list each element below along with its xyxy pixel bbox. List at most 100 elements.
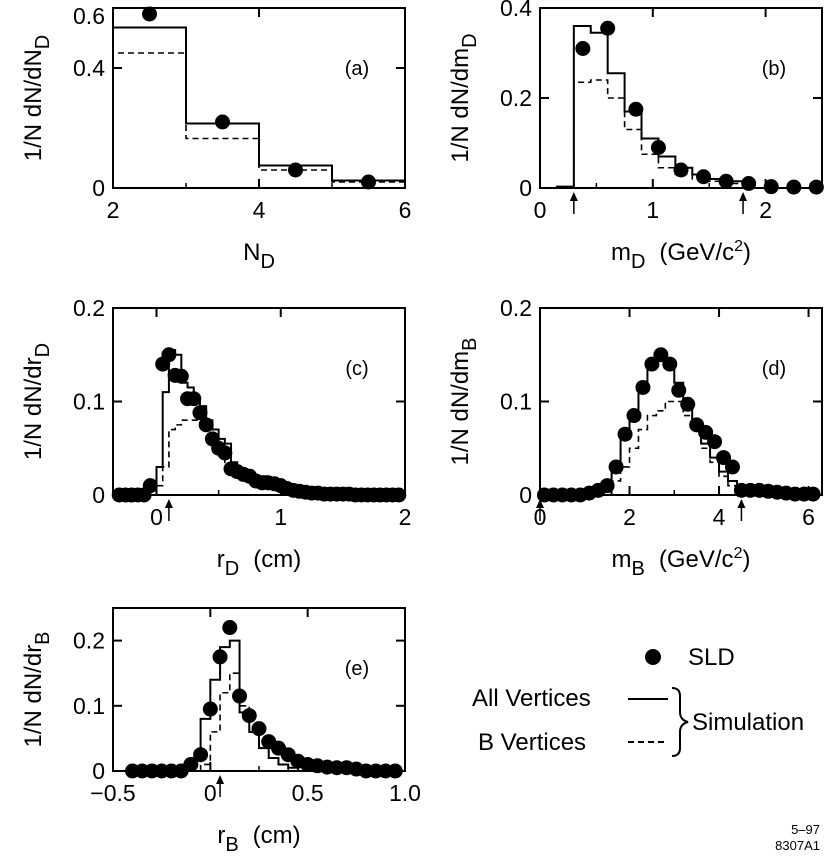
sld-point (626, 408, 642, 424)
y-tick-label: 0.1 (500, 389, 532, 415)
x-axis-label-main: m (612, 546, 632, 573)
plot-frame (539, 7, 823, 189)
legend-brace (671, 687, 689, 757)
x-axis-label-unit-end: ) (742, 546, 750, 573)
y-axis-label-main: 1/N dN/dm (447, 48, 474, 163)
sld-point (186, 391, 202, 407)
legend-b-label: B Vertices (478, 729, 586, 756)
y-axis-label: 1/N dN/dND (20, 35, 54, 162)
footnote-code: 8307A1 (775, 838, 820, 853)
y-axis-label-sub: D (459, 33, 481, 47)
x-axis-label: rB (cm) (217, 822, 300, 856)
x-axis-label-unit: (cm) (253, 546, 301, 573)
sld-point (192, 405, 208, 421)
y-tick-label: 0.2 (500, 85, 532, 111)
x-tick-label: 2 (623, 504, 636, 530)
y-axis-label-main: 1/N dN/dr (20, 645, 47, 748)
x-tick-label: 2 (759, 197, 772, 223)
sld-point (786, 179, 802, 195)
panel-label: (d) (762, 358, 786, 380)
x-axis-label-unit-end: ) (743, 239, 751, 266)
sld-point (671, 382, 687, 398)
sld-point (716, 450, 732, 466)
x-axis-label-sub: D (260, 251, 274, 273)
sld-point (288, 162, 303, 178)
x-tick-label: 0 (204, 780, 217, 806)
panel-label: (e) (345, 658, 369, 680)
x-tick-label: 6 (399, 197, 412, 223)
sld-point (644, 356, 660, 372)
y-tick-label: 0.2 (73, 295, 105, 321)
x-tick-label: 0 (150, 504, 163, 530)
y-axis-label-main: 1/N dN/dr (20, 357, 47, 460)
sld-point (673, 162, 689, 178)
sld-point (241, 708, 257, 724)
b-vertices-histogram (573, 79, 744, 188)
x-axis-label-main: m (611, 239, 631, 266)
all-vertices-histogram (610, 358, 738, 495)
sld-point (599, 478, 615, 494)
x-tick-label: 4 (713, 504, 726, 530)
y-axis-label: 1/N dN/dmB (447, 337, 481, 465)
sld-point (232, 688, 248, 704)
sld-point (161, 347, 177, 363)
sld-point (575, 41, 591, 56)
y-tick-label: 0.6 (73, 3, 105, 29)
x-tick-label: 1.0 (389, 780, 421, 806)
x-tick-label: 0.5 (292, 780, 324, 806)
cut-arrow-head (737, 499, 746, 508)
sld-point (662, 356, 678, 372)
sld-point (251, 721, 267, 737)
x-axis-label: mB (GeV/c2) (612, 545, 751, 580)
sld-point (680, 396, 696, 412)
y-tick-label: 0.1 (73, 389, 105, 415)
y-axis-label: 1/N dN/dmD (447, 33, 481, 162)
y-tick-label: 0.1 (73, 693, 105, 719)
panel-d: 0 2 4 600.10.2(d)mB (GeV/c2)1/N dN/dmB (447, 295, 823, 580)
x-axis-label-sub: D (631, 251, 645, 273)
b-vertices-histogram (199, 672, 289, 771)
y-axis-label: 1/N dN/drD (20, 343, 54, 460)
y-tick-label: 0 (519, 175, 532, 201)
x-axis-label-unit-sup: 2 (734, 545, 743, 562)
legend-all-label: All Vertices (472, 685, 591, 712)
cut-arrow-head (739, 192, 748, 201)
legend-simulation-label: Simulation (692, 709, 804, 736)
sld-point (198, 417, 214, 433)
x-axis-label: ND (243, 239, 275, 273)
x-tick-label: 6 (802, 504, 815, 530)
sld-point (222, 620, 238, 636)
x-axis-label: mD (GeV/c2) (611, 238, 751, 273)
y-axis-label-main: 1/N dN/dN (20, 49, 47, 161)
sld-point (718, 173, 734, 189)
y-tick-label: 0.2 (500, 295, 532, 321)
y-tick-label: 0 (92, 482, 105, 508)
sld-point (142, 478, 158, 494)
x-axis-label-main: r (217, 546, 225, 573)
legend-sld-label: SLD (688, 644, 735, 671)
y-tick-label: 0 (92, 758, 105, 784)
y-tick-label: 0.2 (73, 628, 105, 654)
cut-arrow-head (569, 192, 578, 201)
x-axis-label-sub: B (632, 558, 645, 580)
panel-e: −0.5 0 0.5 1.000.10.2(e)rB (cm)1/N dN/drB (20, 607, 421, 856)
x-axis-label-sub: B (225, 834, 238, 856)
footnote-date: 5–97 (791, 822, 820, 837)
sld-point (391, 487, 407, 503)
sld-point (202, 701, 218, 717)
x-axis-label: rD (cm) (217, 546, 301, 580)
sld-point (653, 347, 669, 363)
panel-a: 2 4 600.40.6(a)ND1/N dN/dND (20, 3, 411, 273)
x-axis-label-main: N (243, 239, 260, 266)
y-axis-label-sub: B (459, 337, 481, 350)
sld-point (600, 20, 616, 36)
x-axis-label-unit: (GeV/c (659, 546, 734, 573)
sld-point (617, 426, 633, 442)
y-axis-label-main: 1/N dN/dm (447, 351, 474, 466)
sld-point (741, 176, 757, 191)
x-axis-label-sub: D (225, 558, 239, 580)
x-axis-label-unit: (GeV/c (659, 239, 734, 266)
sld-point (215, 114, 230, 130)
x-axis-label-main: r (217, 822, 225, 849)
